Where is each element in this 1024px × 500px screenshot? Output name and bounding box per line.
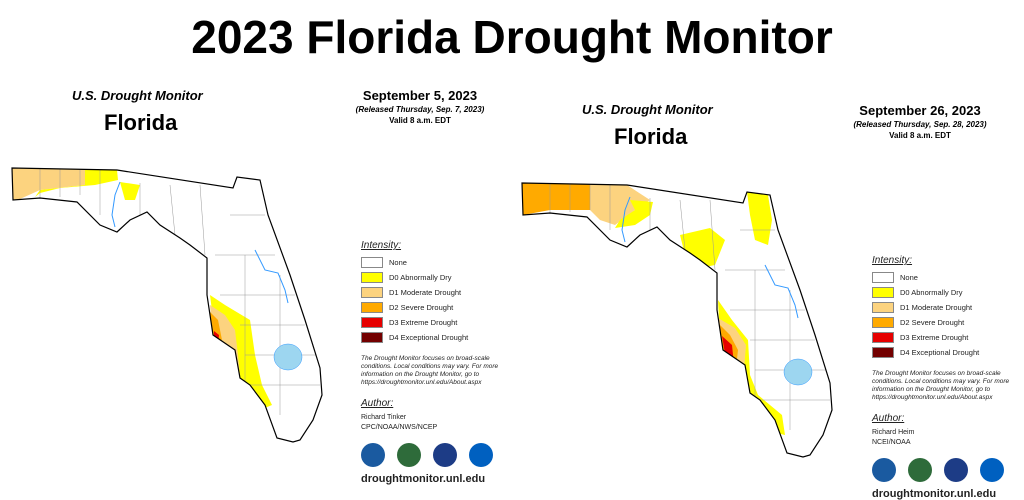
legend-swatch (872, 332, 894, 343)
author-org: CPC/NOAA/NWS/NCEP (361, 424, 438, 431)
usda-logo (361, 443, 385, 467)
legend-swatch (872, 317, 894, 328)
legend-item: D2 Severe Drought (872, 315, 1024, 330)
drought-area-d0 (615, 200, 653, 228)
drought-area-d1 (12, 168, 95, 200)
legend-heading: Intensity: (872, 255, 913, 266)
author-heading: Author: (361, 398, 394, 409)
florida-outline (522, 183, 832, 457)
map-date-block: September 5, 2023 (Released Thursday, Se… (330, 88, 510, 125)
drought-area-d1 (590, 184, 650, 225)
legend-label: D3 Extreme Drought (389, 318, 458, 327)
author-name: Richard Tinker (361, 414, 407, 421)
valid-time: Valid 8 a.m. EDT (889, 131, 951, 140)
map-header: U.S. Drought Monitor (72, 88, 203, 103)
legend-label: D4 Exceptional Drought (389, 333, 469, 342)
legend-heading: Intensity: (361, 240, 402, 251)
doc-logo (944, 458, 968, 482)
legend-item: None (361, 255, 531, 270)
legend-label: D2 Severe Drought (389, 303, 454, 312)
drought-area-d0 (747, 192, 772, 245)
page-title: 2023 Florida Drought Monitor (191, 11, 833, 63)
lake-okeechobee (783, 358, 813, 386)
legend: Intensity: None D0 Abnormally Dry D1 Moder… (361, 240, 531, 485)
legend-item: D0 Abnormally Dry (872, 285, 1024, 300)
doc-logo (433, 443, 457, 467)
logos (361, 443, 531, 467)
legend-item: D3 Extreme Drought (872, 330, 1024, 345)
disclaimer-note: The Drought Monitor focuses on broad-sca… (872, 370, 1010, 401)
ndmc-logo (908, 458, 932, 482)
river (621, 196, 631, 243)
legend-label: D4 Exceptional Drought (900, 348, 980, 357)
legend-swatch (872, 272, 894, 283)
valid-time: Valid 8 a.m. EDT (389, 116, 451, 125)
author-name: Richard Heim (872, 429, 915, 436)
ndmc-logo (397, 443, 421, 467)
legend-item: D1 Moderate Drought (361, 285, 531, 300)
map-date-block: September 26, 2023 (Released Thursday, S… (830, 103, 1010, 140)
legend-swatch (361, 332, 383, 343)
legend-item: D2 Severe Drought (361, 300, 531, 315)
legend-item: None (872, 270, 1024, 285)
florida-drought-map (521, 182, 833, 458)
legend-item: D1 Moderate Drought (872, 300, 1024, 315)
legend-swatch (361, 272, 383, 283)
website-url[interactable]: droughtmonitor.unl.edu (361, 473, 486, 485)
website-url[interactable]: droughtmonitor.unl.edu (872, 488, 997, 500)
noaa-logo (469, 443, 493, 467)
author-org: NCEI/NOAA (872, 439, 911, 446)
release-date: (Released Thursday, Sep. 28, 2023) (853, 120, 987, 129)
logos (872, 458, 1024, 482)
map-date: September 26, 2023 (859, 103, 981, 118)
drought-area-d0 (120, 182, 140, 200)
legend-label: D1 Moderate Drought (900, 303, 973, 312)
map-header: U.S. Drought Monitor (582, 102, 713, 117)
florida-outline (12, 168, 322, 442)
legend-label: D0 Abnormally Dry (389, 273, 452, 282)
legend-item: D4 Exceptional Drought (872, 345, 1024, 360)
legend-swatch (872, 287, 894, 298)
legend: Intensity: None D0 Abnormally Dry D1 Moder… (872, 255, 1024, 500)
legend-item: D4 Exceptional Drought (361, 330, 531, 345)
state-name: Florida (104, 110, 178, 135)
release-date: (Released Thursday, Sep. 7, 2023) (355, 105, 485, 114)
lake-okeechobee (273, 343, 303, 371)
author-heading: Author: (872, 413, 905, 424)
map-date: September 5, 2023 (362, 88, 478, 103)
legend-swatch (872, 347, 894, 358)
state-name: Florida (614, 124, 688, 149)
legend-label: None (900, 273, 918, 282)
legend-label: D0 Abnormally Dry (900, 288, 963, 297)
disclaimer-note: The Drought Monitor focuses on broad-sca… (361, 355, 499, 386)
legend-swatch (361, 287, 383, 298)
legend-swatch (361, 257, 383, 268)
st-johns-river (764, 264, 799, 319)
noaa-logo (980, 458, 1004, 482)
legend-item: D0 Abnormally Dry (361, 270, 531, 285)
legend-swatch (361, 302, 383, 313)
usda-logo (872, 458, 896, 482)
legend-label: D1 Moderate Drought (389, 288, 462, 297)
river (111, 181, 121, 228)
legend-label: D2 Severe Drought (900, 318, 965, 327)
legend-label: None (389, 258, 407, 267)
florida-drought-map (11, 167, 323, 443)
st-johns-river (254, 249, 289, 304)
legend-item: D3 Extreme Drought (361, 315, 531, 330)
legend-swatch (872, 302, 894, 313)
legend-label: D3 Extreme Drought (900, 333, 969, 342)
drought-area-d0 (35, 169, 118, 197)
drought-area-d2 (522, 183, 590, 215)
legend-swatch (361, 317, 383, 328)
